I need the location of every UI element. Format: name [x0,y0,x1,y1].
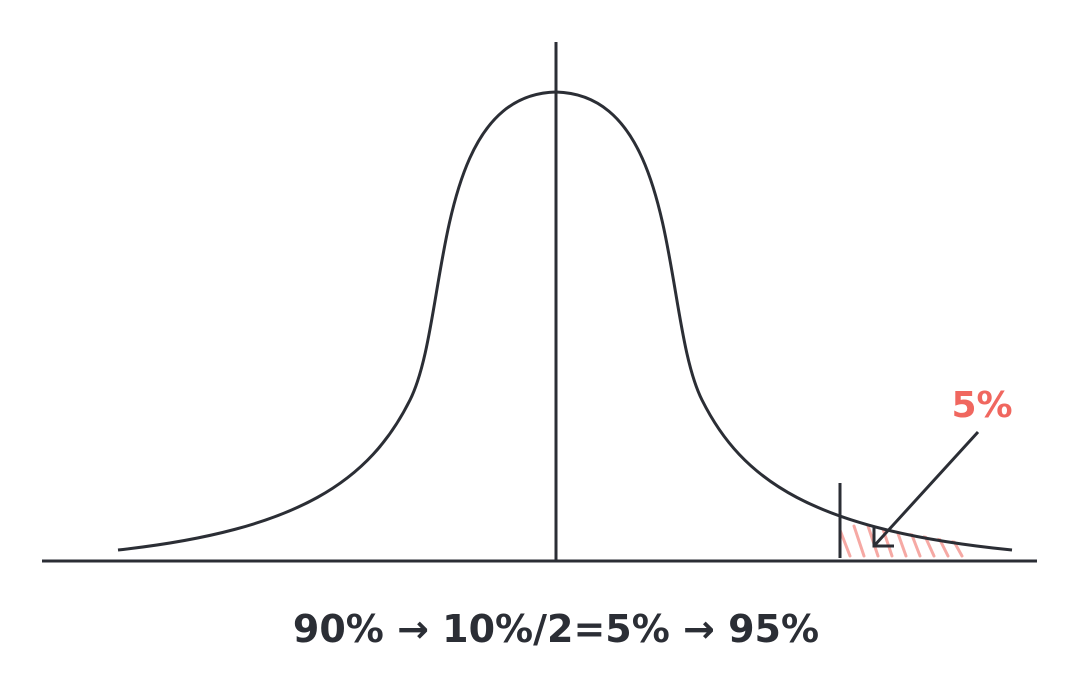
arrow [872,430,980,548]
caption: 90% → 10%/2=5% → 95% [293,607,819,651]
bell-curve [117,90,1013,552]
tail-annotation: 5% [951,385,1012,426]
